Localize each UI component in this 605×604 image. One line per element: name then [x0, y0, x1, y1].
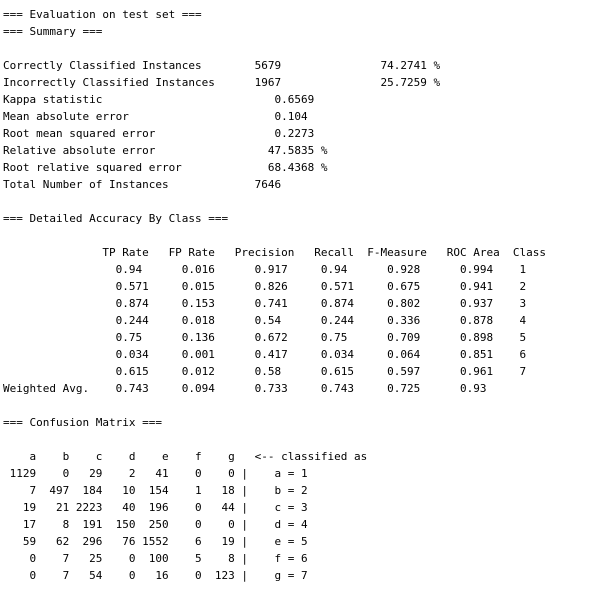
confusion-matrix-row-b: 7 497 184 10 154 1 18 | b = 2 — [3, 484, 308, 497]
accuracy-table-header: TP Rate FP Rate Precision Recall F-Measu… — [3, 246, 547, 259]
summary-row-rmse: Root mean squared error 0.2273 — [3, 127, 315, 140]
blank-line — [3, 397, 546, 414]
summary-row-mae: Mean absolute error 0.104 — [3, 110, 308, 123]
accuracy-row-class-1: 0.94 0.016 0.917 0.94 0.928 0.994 1 — [3, 263, 527, 276]
summary-row-kappa: Kappa statistic 0.6569 — [3, 93, 315, 106]
confusion-matrix-row-d: 17 8 191 150 250 0 0 | d = 4 — [3, 518, 308, 531]
accuracy-row-class-3: 0.874 0.153 0.741 0.874 0.802 0.937 3 — [3, 297, 527, 310]
blank-line — [3, 40, 546, 57]
accuracy-row-class-4: 0.244 0.018 0.54 0.244 0.336 0.878 4 — [3, 314, 527, 327]
summary-row-rae: Relative absolute error 47.5835 % — [3, 144, 328, 157]
accuracy-row-class-7: 0.615 0.012 0.58 0.615 0.597 0.961 7 — [3, 365, 527, 378]
confusion-matrix-column-header: a b c d e f g <-- classified as — [3, 450, 368, 463]
accuracy-row-class-5: 0.75 0.136 0.672 0.75 0.709 0.898 5 — [3, 331, 527, 344]
summary-row-total: Total Number of Instances 7646 — [3, 178, 282, 191]
confusion-matrix-row-g: 0 7 54 0 16 0 123 | g = 7 — [3, 569, 308, 582]
blank-line — [3, 227, 546, 244]
accuracy-row-weighted-avg: Weighted Avg. 0.743 0.094 0.733 0.743 0.… — [3, 382, 487, 395]
accuracy-row-class-2: 0.571 0.015 0.826 0.571 0.675 0.941 2 — [3, 280, 527, 293]
classifier-output-panel[interactable]: === Evaluation on test set === === Summar… — [3, 6, 546, 584]
confusion-matrix-header: === Confusion Matrix === — [3, 416, 162, 429]
summary-row-incorrect: Incorrectly Classified Instances 1967 25… — [3, 76, 441, 89]
blank-line — [3, 431, 546, 448]
confusion-matrix-row-c: 19 21 2223 40 196 0 44 | c = 3 — [3, 501, 308, 514]
confusion-matrix-row-a: 1129 0 29 2 41 0 0 | a = 1 — [3, 467, 308, 480]
blank-line — [3, 193, 546, 210]
evaluation-header: === Evaluation on test set === — [3, 8, 202, 21]
summary-header: === Summary === — [3, 25, 103, 38]
accuracy-header: === Detailed Accuracy By Class === — [3, 212, 229, 225]
accuracy-row-class-6: 0.034 0.001 0.417 0.034 0.064 0.851 6 — [3, 348, 527, 361]
confusion-matrix-row-e: 59 62 296 76 1552 6 19 | e = 5 — [3, 535, 308, 548]
summary-row-correct: Correctly Classified Instances 5679 74.2… — [3, 59, 441, 72]
confusion-matrix-row-f: 0 7 25 0 100 5 8 | f = 6 — [3, 552, 308, 565]
summary-row-rrse: Root relative squared error 68.4368 % — [3, 161, 328, 174]
